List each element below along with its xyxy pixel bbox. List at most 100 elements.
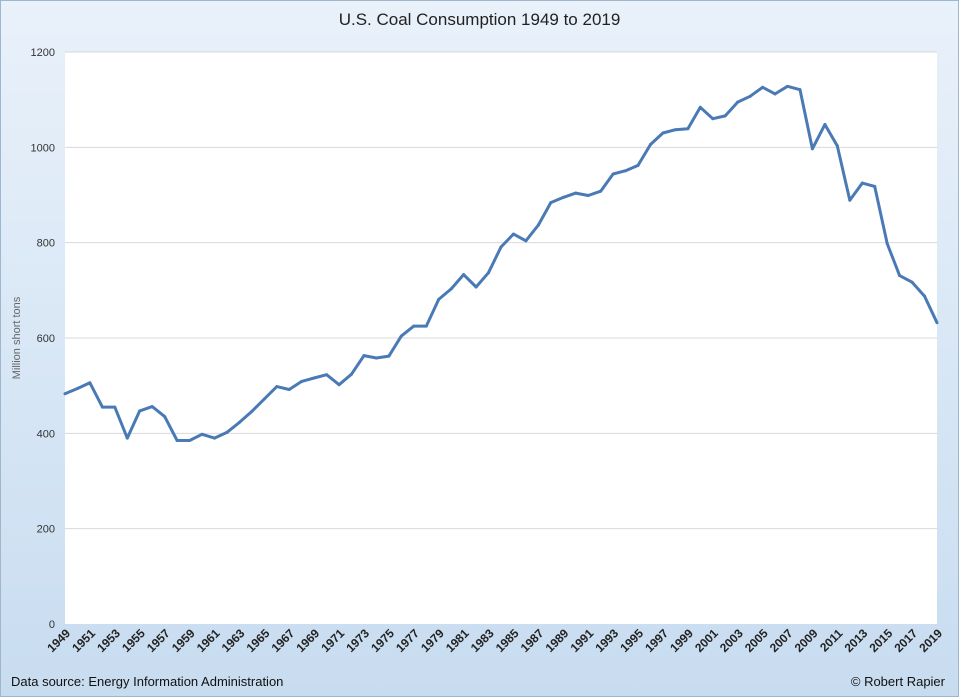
x-tick-label: 2003 <box>717 626 746 655</box>
data-point <box>636 163 640 167</box>
x-tick-label: 1961 <box>194 626 223 655</box>
data-point <box>113 405 117 409</box>
data-point <box>561 195 565 199</box>
data-point <box>262 397 266 401</box>
data-point <box>773 92 777 96</box>
x-tick-label: 1953 <box>94 626 123 655</box>
data-point <box>673 128 677 132</box>
x-tick-label: 1967 <box>269 626 298 655</box>
data-point <box>935 321 939 325</box>
data-point <box>524 239 528 243</box>
x-tick-label: 2013 <box>842 626 871 655</box>
data-point <box>287 387 291 391</box>
data-point <box>736 100 740 104</box>
x-tick-label: 1997 <box>642 626 671 655</box>
y-tick-label: 800 <box>37 238 55 250</box>
x-tick-label: 2011 <box>817 626 846 655</box>
data-point <box>412 324 416 328</box>
y-tick-label: 0 <box>49 619 55 631</box>
data-point <box>312 376 316 380</box>
data-point <box>723 114 727 118</box>
data-point <box>75 387 79 391</box>
data-point <box>250 409 254 413</box>
data-point <box>163 415 167 419</box>
x-tick-label: 1971 <box>318 626 347 655</box>
x-tick-label: 1983 <box>468 626 497 655</box>
data-point <box>748 94 752 98</box>
data-point <box>511 232 515 236</box>
data-point <box>212 436 216 440</box>
data-point <box>424 324 428 328</box>
data-point <box>125 436 129 440</box>
data-point <box>810 147 814 151</box>
x-tick-label: 1965 <box>244 626 273 655</box>
data-point <box>175 438 179 442</box>
data-point <box>499 245 503 249</box>
data-point <box>399 334 403 338</box>
data-point <box>387 354 391 358</box>
data-point <box>374 356 378 360</box>
x-tick-label: 1999 <box>667 626 696 655</box>
x-tick-label: 1995 <box>617 626 646 655</box>
data-point <box>300 379 304 383</box>
x-tick-label: 2001 <box>692 626 721 655</box>
y-tick-label: 400 <box>37 428 55 440</box>
data-point <box>138 409 142 413</box>
y-tick-label: 600 <box>37 333 55 345</box>
data-point <box>848 198 852 202</box>
y-tick-label: 1200 <box>31 47 55 59</box>
data-point <box>599 189 603 193</box>
author-credit: © Robert Rapier <box>850 674 945 689</box>
data-point <box>711 117 715 121</box>
x-tick-label: 1991 <box>568 626 597 655</box>
data-point <box>449 287 453 291</box>
data-point <box>237 420 241 424</box>
x-tick-label: 1979 <box>418 626 447 655</box>
data-point <box>536 223 540 227</box>
data-point <box>648 142 652 146</box>
data-point <box>462 273 466 277</box>
data-point <box>63 392 67 396</box>
y-axis-label: Million short tons <box>11 296 23 379</box>
data-point <box>873 184 877 188</box>
y-tick-label: 1000 <box>31 142 55 154</box>
data-point <box>611 172 615 176</box>
data-point <box>188 438 192 442</box>
data-point <box>686 127 690 131</box>
x-tick-label: 1993 <box>592 626 621 655</box>
data-point <box>337 383 341 387</box>
data-point <box>88 381 92 385</box>
data-point <box>661 131 665 135</box>
x-tick-label: 2015 <box>867 626 896 655</box>
data-point <box>910 280 914 284</box>
data-point <box>474 285 478 289</box>
x-tick-label: 2017 <box>891 626 920 655</box>
data-point <box>574 191 578 195</box>
x-tick-label: 1975 <box>368 626 397 655</box>
x-tick-label: 1985 <box>493 626 522 655</box>
data-source-note: Data source: Energy Information Administ… <box>11 674 284 689</box>
x-tick-label: 1973 <box>343 626 372 655</box>
x-tick-label: 1963 <box>219 626 248 655</box>
data-point <box>698 105 702 109</box>
data-point <box>923 294 927 298</box>
chart-title: U.S. Coal Consumption 1949 to 2019 <box>338 10 621 29</box>
data-point <box>898 274 902 278</box>
x-tick-label: 1981 <box>443 626 472 655</box>
data-point <box>275 385 279 389</box>
x-tick-label: 1969 <box>293 626 322 655</box>
data-point <box>437 297 441 301</box>
data-point <box>200 432 204 436</box>
data-point <box>549 201 553 205</box>
data-point <box>225 430 229 434</box>
data-point <box>586 193 590 197</box>
x-tick-label: 1987 <box>518 626 547 655</box>
x-tick-label: 1955 <box>119 626 148 655</box>
x-tick-label: 1977 <box>393 626 422 655</box>
x-tick-label: 2005 <box>742 626 771 655</box>
data-point <box>798 88 802 92</box>
data-point <box>150 405 154 409</box>
x-tick-label: 2019 <box>916 626 945 655</box>
x-tick-label: 1989 <box>543 626 572 655</box>
